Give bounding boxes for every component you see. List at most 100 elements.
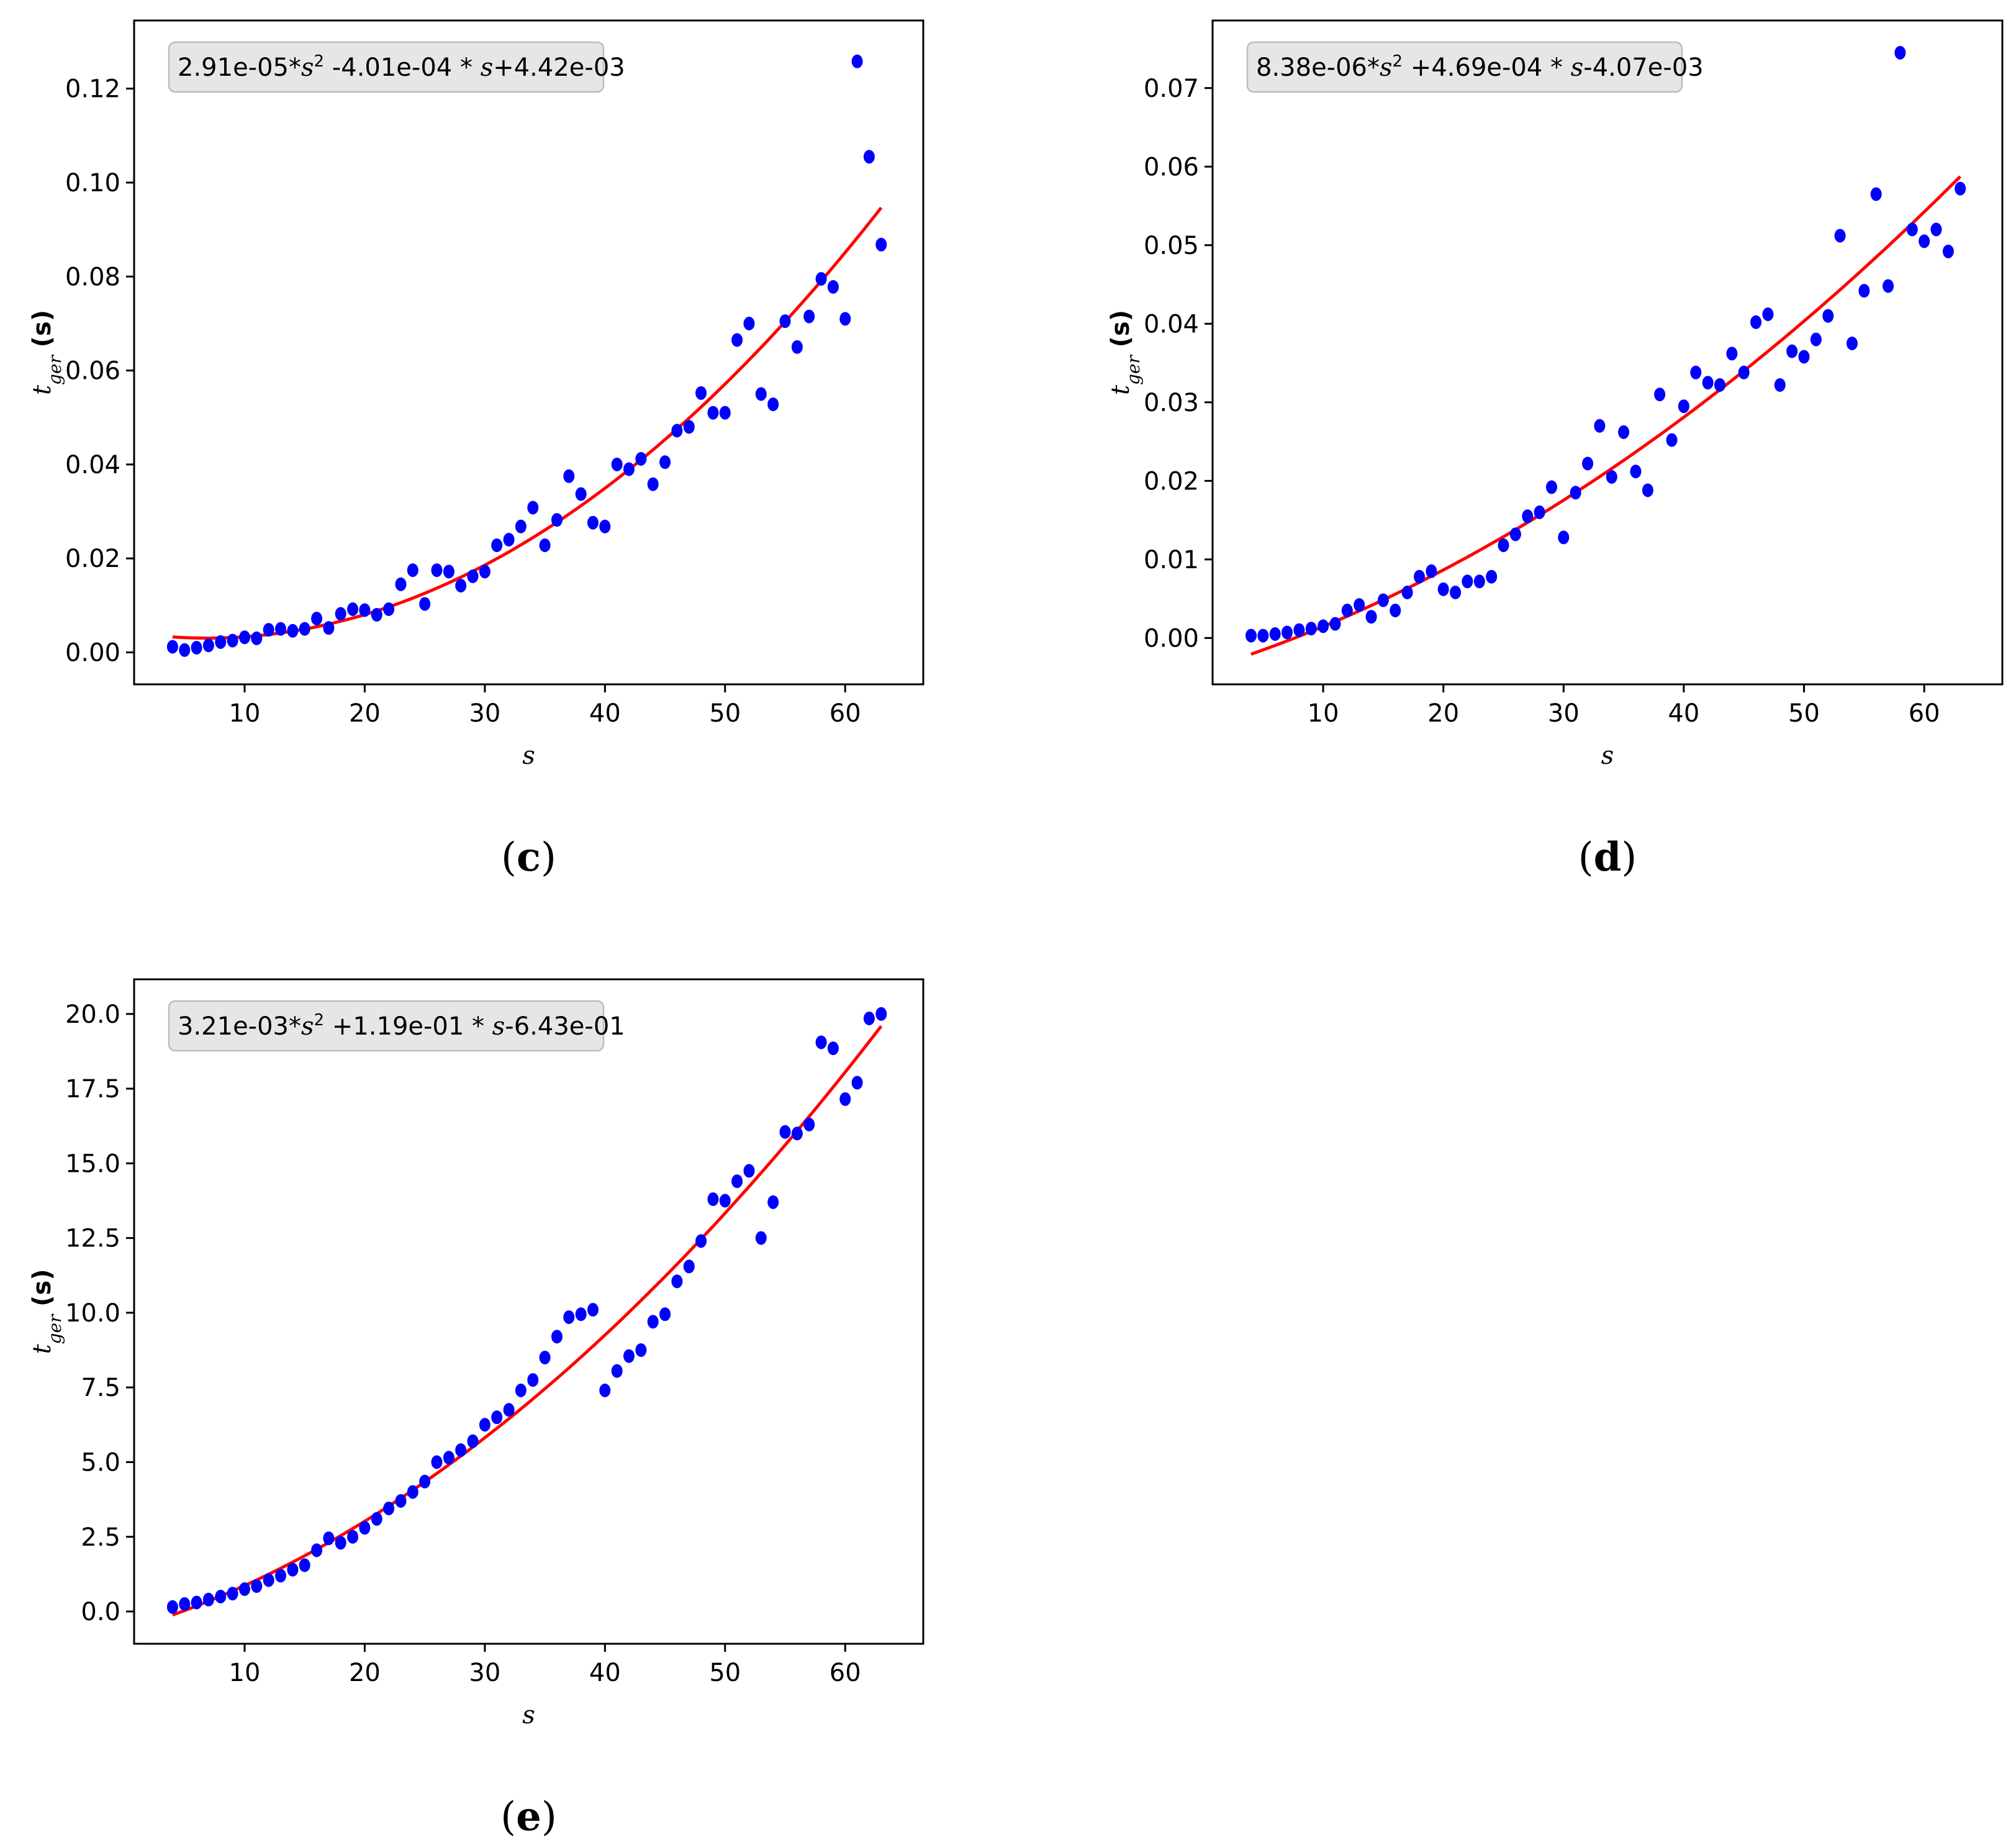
data-point xyxy=(815,272,827,286)
y-ticks-d: 0.00 0.01 0.02 0.03 0.04 0.05 0.06 0.07 xyxy=(1144,75,1213,653)
data-point xyxy=(1678,399,1689,414)
x-tick-label: 20 xyxy=(349,1659,381,1687)
y-tick-label: 0.04 xyxy=(1144,310,1199,338)
y-axis-label-e: tger (s) xyxy=(28,1269,65,1354)
data-point xyxy=(443,1451,454,1465)
panel-caption-d: (d) xyxy=(1578,834,1637,881)
data-point xyxy=(166,1600,178,1614)
panel-caption-e: (e) xyxy=(500,1793,557,1840)
data-point xyxy=(1341,604,1353,618)
data-point xyxy=(419,1474,431,1489)
data-point xyxy=(515,1384,527,1397)
data-point xyxy=(1666,433,1678,447)
data-point xyxy=(707,406,719,420)
data-point xyxy=(1858,284,1870,298)
x-ticks-d: 10 20 30 40 50 60 xyxy=(1308,684,1940,728)
data-point xyxy=(1305,622,1317,636)
y-tick-label: 0.04 xyxy=(65,451,120,479)
data-point xyxy=(587,1303,599,1317)
data-point xyxy=(202,638,214,653)
data-point xyxy=(407,563,418,578)
data-point xyxy=(1930,222,1942,237)
data-point xyxy=(599,1384,611,1397)
data-point xyxy=(1942,244,1954,258)
y-tick-label: 0.12 xyxy=(65,75,120,104)
fit-curve-d xyxy=(1250,175,1961,656)
x-tick-label: 60 xyxy=(829,1659,861,1687)
data-point xyxy=(827,280,839,294)
data-point xyxy=(827,1041,839,1056)
data-point xyxy=(539,1351,551,1365)
data-point xyxy=(755,1231,767,1245)
data-point xyxy=(1509,527,1521,542)
data-point xyxy=(1750,315,1762,329)
y-tick-label: 0.00 xyxy=(65,639,120,668)
data-point xyxy=(1462,574,1473,589)
data-point xyxy=(1582,456,1594,471)
data-point xyxy=(503,1403,515,1417)
x-tick-label: 20 xyxy=(349,699,381,728)
data-point xyxy=(1377,593,1389,607)
data-point xyxy=(491,1410,503,1425)
x-tick-label: 50 xyxy=(709,699,741,728)
x-ticks-e: 10 20 30 40 50 60 xyxy=(229,1644,861,1687)
data-point xyxy=(1354,598,1365,612)
data-point xyxy=(623,1349,635,1363)
data-point xyxy=(347,602,359,616)
x-tick-label: 50 xyxy=(1788,699,1820,728)
y-ticks-c: 0.00 0.02 0.04 0.06 0.08 0.10 0.12 xyxy=(65,75,134,668)
data-point xyxy=(1798,350,1810,364)
fit-equation-c: 2.91e-05*s2 -4.01e-04 * s+4.42e-03 xyxy=(178,52,625,82)
data-point xyxy=(659,1307,671,1321)
plot-frame-d xyxy=(1211,19,2004,686)
data-point xyxy=(431,1455,443,1469)
data-point xyxy=(275,622,286,636)
data-point xyxy=(863,1012,875,1025)
plot-frame-e xyxy=(133,978,924,1645)
equation-box-e xyxy=(168,1000,605,1052)
data-point xyxy=(455,579,467,593)
data-point xyxy=(1774,378,1786,392)
data-point xyxy=(1318,619,1329,633)
data-point xyxy=(1546,480,1557,494)
data-point xyxy=(299,622,310,636)
data-point xyxy=(455,1443,467,1457)
data-point xyxy=(287,1562,299,1577)
data-point xyxy=(563,469,575,483)
x-axis-label-d: s xyxy=(1601,741,1614,770)
data-point xyxy=(839,312,851,326)
data-point xyxy=(1690,365,1702,379)
data-point xyxy=(863,150,875,164)
data-point xyxy=(671,1274,683,1289)
data-point xyxy=(719,406,731,420)
x-axis-label-c: s xyxy=(522,741,535,770)
data-points-d xyxy=(1245,45,1966,643)
data-point xyxy=(335,1536,346,1550)
data-point xyxy=(1522,509,1534,523)
fit-curve-e xyxy=(172,1025,883,1616)
data-point xyxy=(839,1092,851,1106)
data-point xyxy=(191,641,202,655)
data-point xyxy=(1498,538,1509,553)
data-point xyxy=(383,602,395,616)
data-point xyxy=(875,237,887,252)
data-point xyxy=(371,608,382,622)
data-point xyxy=(347,1530,359,1544)
data-point xyxy=(239,1582,250,1596)
data-point xyxy=(419,597,431,611)
data-point xyxy=(395,577,407,591)
data-point xyxy=(263,1573,274,1587)
data-point xyxy=(767,397,779,412)
y-axis-label-c: tger (s) xyxy=(28,310,65,395)
data-point xyxy=(275,1569,286,1583)
data-point xyxy=(1534,505,1545,519)
x-tick-label: 10 xyxy=(229,699,261,728)
data-point xyxy=(1654,387,1666,402)
panel-caption-c: (c) xyxy=(501,834,556,881)
data-point xyxy=(527,501,539,515)
data-point xyxy=(1450,586,1462,599)
data-point xyxy=(815,1035,827,1049)
data-point xyxy=(587,515,599,530)
data-point xyxy=(1786,344,1798,358)
